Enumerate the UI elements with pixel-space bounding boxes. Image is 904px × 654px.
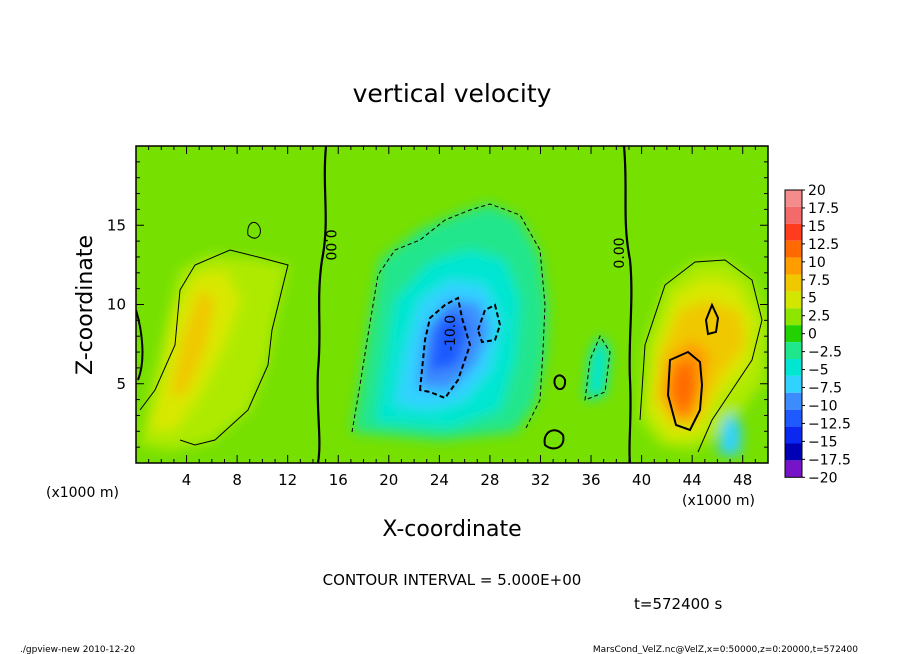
- footer-right: MarsCond_VelZ.nc@VelZ,x=0:50000,z=0:2000…: [593, 645, 858, 654]
- colorbar-swatch: [785, 223, 802, 241]
- y-tick-label: 10: [107, 296, 126, 314]
- contour-right-10: [666, 350, 704, 432]
- x-tick-label: 28: [480, 471, 499, 489]
- contour-label-zero-right: 0.00: [612, 237, 628, 268]
- colorbar-swatch: [785, 240, 802, 258]
- footer-left: ./gpview-new 2010-12-20: [20, 645, 135, 654]
- colorbar-label: −15: [808, 434, 838, 450]
- contour-zero-right: [622, 146, 633, 463]
- x-tick-label: 48: [733, 471, 752, 489]
- colorbar-label: −7.5: [808, 381, 842, 397]
- contour-label-zero-left: 0.00: [322, 229, 338, 260]
- colorbar-swatch: [785, 342, 802, 359]
- x-tick-label: 32: [531, 471, 550, 489]
- colorbar: 20 17.5 15 12.5 10 7.5 5 2.5 0 −2.5 −5 −7.5−10 −12.5…: [784, 183, 851, 486]
- colorbar-label: 17.5: [808, 201, 839, 217]
- contour-center-10b: [476, 303, 502, 344]
- colorbar-swatch: [785, 206, 802, 224]
- contour-low-small1: [543, 429, 565, 450]
- x-axis-label: X-coordinate: [382, 517, 521, 542]
- colorbar-swatch: [785, 291, 802, 309]
- colorbar-swatch: [785, 426, 802, 444]
- colorbar-label: −20: [808, 470, 838, 486]
- contour-right-5: [639, 259, 763, 453]
- x-tick-label: 4: [182, 471, 192, 489]
- colorbar-label: −10: [808, 398, 838, 414]
- x-unit-left: (x1000 m): [46, 485, 119, 501]
- contour-label-minus10: -10.0: [443, 315, 459, 351]
- colorbar-label: −17.5: [808, 452, 851, 468]
- contour-interval: CONTOUR INTERVAL = 5.000E+00: [323, 571, 582, 589]
- colorbar-swatch: [785, 359, 802, 376]
- colorbar-swatch: [785, 443, 802, 461]
- colorbar-swatch: [785, 257, 802, 275]
- x-tick-label: 40: [632, 471, 651, 489]
- y-axis-label: Z-coordinate: [73, 235, 98, 375]
- contour-left-edge: [136, 309, 144, 381]
- colorbar-label: 10: [808, 255, 826, 271]
- y-tick-label: 5: [116, 375, 126, 393]
- colorbar-swatch: [785, 308, 802, 326]
- colorbar-label: 5: [808, 291, 817, 307]
- colorbar-label: −5: [808, 363, 829, 379]
- colorbar-label: 7.5: [808, 273, 830, 289]
- colorbar-label: 0: [808, 327, 817, 343]
- colorbar-swatch: [785, 409, 802, 427]
- colorbar-swatch: [785, 274, 802, 292]
- chart-title: vertical velocity: [353, 79, 552, 108]
- x-tick-label: 16: [329, 471, 348, 489]
- x-tick-label: 20: [379, 471, 398, 489]
- x-tick-label: 8: [232, 471, 242, 489]
- colorbar-swatch: [785, 392, 802, 410]
- downdraft-right-small: [718, 412, 742, 455]
- contour-center-10: [418, 296, 472, 400]
- y-tick-label: 15: [107, 216, 126, 234]
- colorbar-label: 15: [808, 219, 826, 235]
- colorbar-label: 20: [808, 183, 826, 199]
- time-label: t=572400 s: [634, 595, 722, 613]
- colorbar-swatch: [785, 325, 802, 343]
- updraft-right-12.5: [670, 360, 697, 415]
- contour-right-10b: [704, 302, 720, 336]
- contour-lines: [136, 146, 763, 463]
- colorbar-swatch: [785, 460, 802, 478]
- updraft-left-7.5: [170, 290, 215, 395]
- contour-low-small2: [553, 374, 567, 391]
- colorbar-label: 12.5: [808, 237, 839, 253]
- x-tick-label: 36: [581, 471, 600, 489]
- contour-left-5: [139, 249, 289, 446]
- contour-top-small: [247, 221, 261, 239]
- contour-small-dash: [584, 334, 611, 401]
- x-tick-label: 24: [430, 471, 449, 489]
- colorbar-swatch: [785, 375, 802, 393]
- x-unit-right: (x1000 m): [682, 493, 755, 509]
- colorbar-label: −2.5: [808, 345, 842, 361]
- axis-ticks: [136, 146, 768, 463]
- downdraft-small: [585, 335, 610, 400]
- velocity-field: 0.00 0.00 -10.0: [136, 146, 768, 463]
- contour-center-dash: [351, 203, 546, 433]
- colorbar-swatch: [785, 190, 802, 207]
- colorbar-label: −12.5: [808, 416, 851, 432]
- x-tick-label: 44: [683, 471, 702, 489]
- x-tick-label: 12: [278, 471, 297, 489]
- downdraft-center-12.5: [428, 310, 468, 372]
- colorbar-label: 2.5: [808, 309, 830, 325]
- contour-zero-left: [316, 146, 328, 463]
